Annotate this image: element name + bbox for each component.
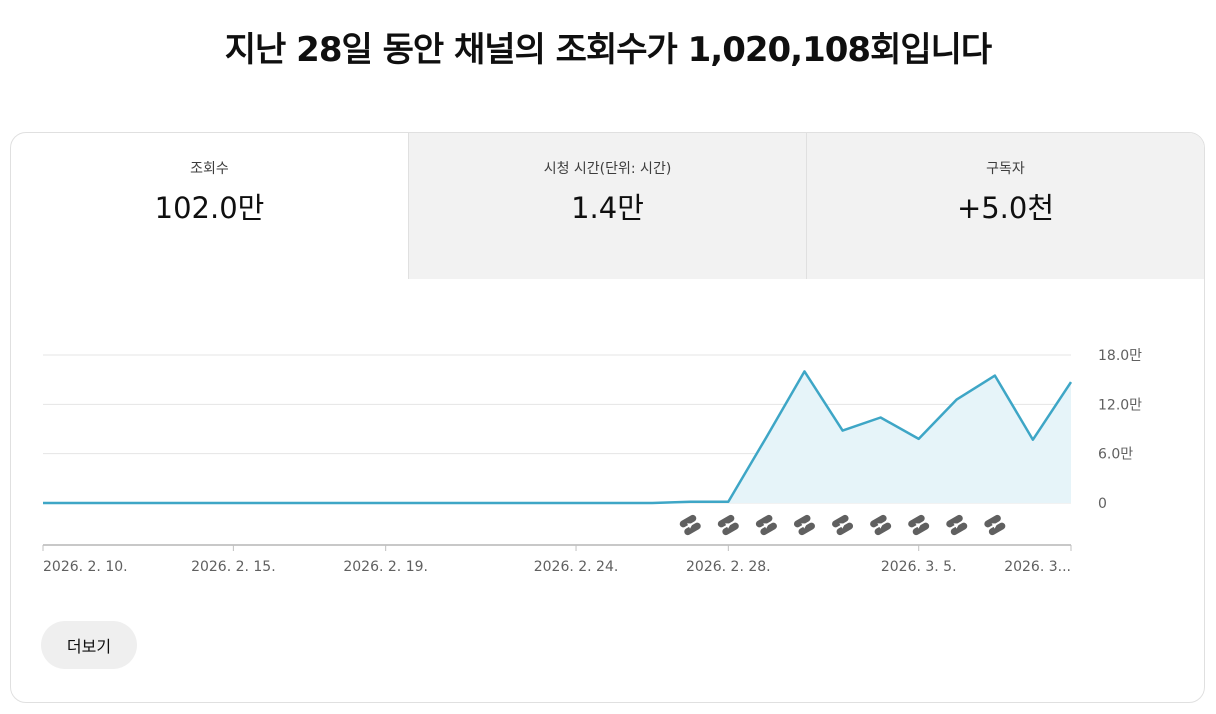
tab-watch-time[interactable]: 시청 시간(단위: 시간) 1.4만 <box>408 133 806 279</box>
page-title: 지난 28일 동안 채널의 조회수가 1,020,108회입니다 <box>224 30 992 70</box>
tab-subscribers[interactable]: 구독자 +5.0천 <box>806 133 1204 279</box>
shorts-icon[interactable] <box>717 514 741 537</box>
y-tick-label: 6.0만 <box>1098 447 1133 463</box>
shorts-icon[interactable] <box>831 514 855 537</box>
shorts-icon[interactable] <box>678 514 702 537</box>
x-tick-label: 2026. 3. 5. <box>881 559 957 575</box>
shorts-icon[interactable] <box>907 514 931 537</box>
shorts-icon[interactable] <box>945 514 969 537</box>
y-tick-label: 18.0만 <box>1098 348 1142 364</box>
shorts-icon[interactable] <box>793 514 817 537</box>
x-tick-label: 2026. 2. 15. <box>191 559 276 575</box>
series-line <box>43 370 1073 505</box>
x-tick-label: 2026. 2. 10. <box>43 559 128 575</box>
x-tick-label: 2026. 2. 28. <box>686 559 771 575</box>
shorts-icon[interactable] <box>755 514 779 537</box>
tab-subscribers-label: 구독자 <box>986 161 1025 177</box>
series-area <box>43 371 1071 503</box>
shorts-icon[interactable] <box>983 514 1007 537</box>
x-tick-label: 2026. 3... <box>1004 559 1071 575</box>
tab-views-value: 102.0만 <box>154 191 265 225</box>
tab-watch-time-label: 시청 시간(단위: 시간) <box>543 161 672 177</box>
y-tick-label: 12.0만 <box>1098 397 1142 413</box>
tab-views[interactable]: 조회수 102.0만 <box>11 133 408 279</box>
shorts-icon[interactable] <box>869 514 893 537</box>
tab-views-label: 조회수 <box>190 161 229 177</box>
tab-subscribers-value: +5.0천 <box>956 191 1055 225</box>
x-tick-label: 2026. 2. 19. <box>343 559 428 575</box>
tab-watch-time-value: 1.4만 <box>571 191 644 225</box>
x-tick-label: 2026. 2. 24. <box>534 559 619 575</box>
metric-tabs: 조회수 102.0만 시청 시간(단위: 시간) 1.4만 구독자 +5.0천 <box>11 133 1204 279</box>
y-tick-label: 0 <box>1098 496 1107 512</box>
views-chart: 18.0만 12.0만 6.0만 0 2026. 2. 10. 2026. 2. 15. 2… <box>42 348 1142 575</box>
analytics-card: 조회수 102.0만 시청 시간(단위: 시간) 1.4만 구독자 +5.0천 … <box>10 132 1205 703</box>
more-button[interactable]: 더보기 <box>41 621 137 669</box>
